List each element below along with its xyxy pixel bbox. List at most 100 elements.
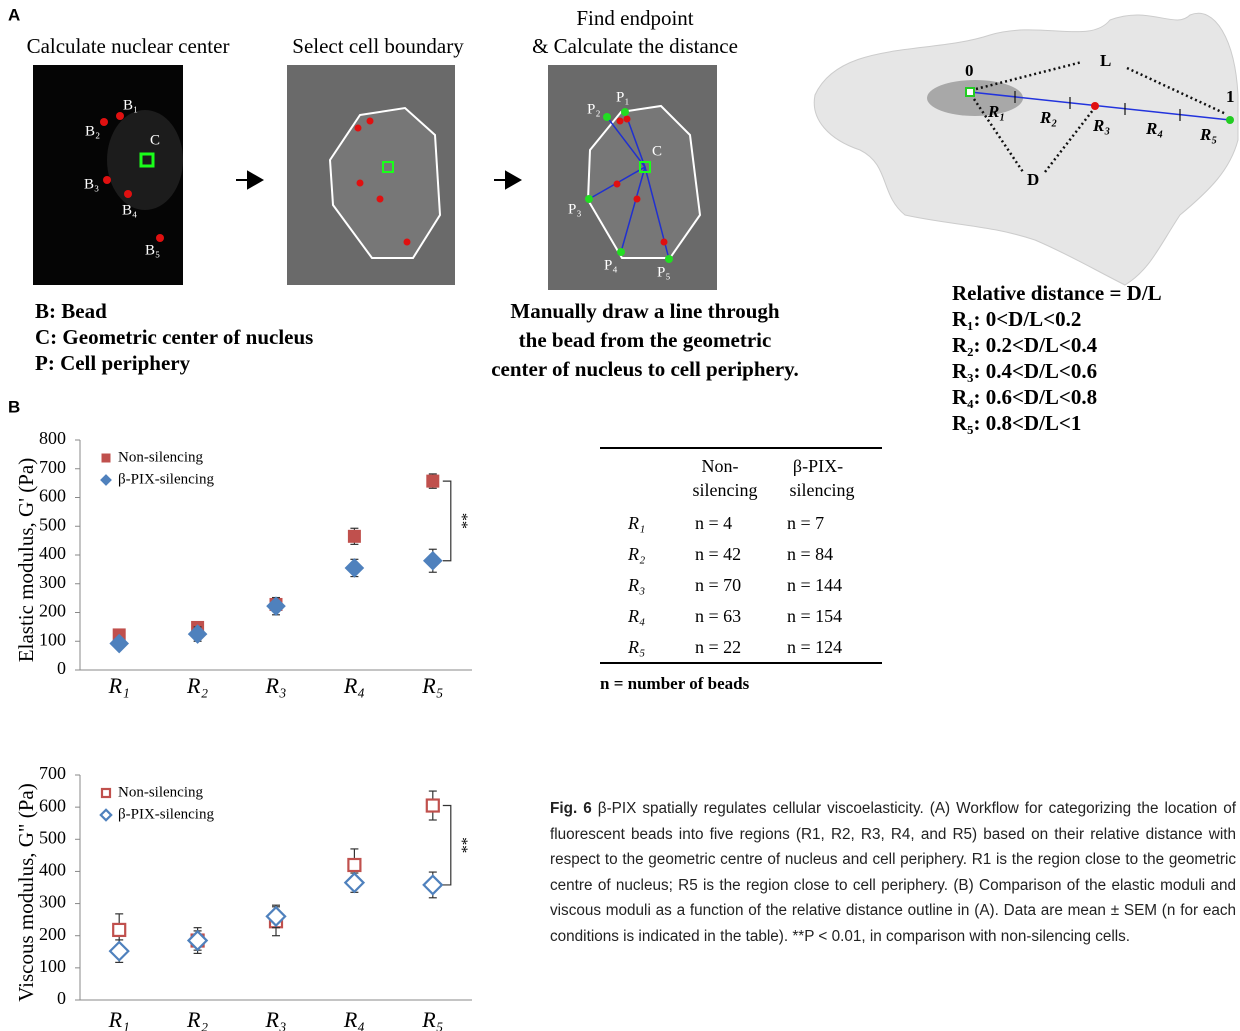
marker	[424, 552, 442, 570]
caption-text: β-PIX spatially regulates cellular visco…	[550, 800, 1236, 945]
caption-label: Fig. 6	[550, 800, 592, 817]
legend-text: B: Bead	[35, 299, 107, 323]
y-tick-label: 500	[39, 827, 66, 847]
image-boundary	[287, 65, 455, 285]
diagram-label: R₃	[1092, 116, 1110, 135]
x-tick-label: R₂	[186, 1007, 208, 1031]
significance-bracket	[443, 806, 451, 885]
y-tick-label: 0	[57, 988, 66, 1008]
panel-label: B	[8, 397, 20, 416]
y-tick-label: 500	[39, 514, 66, 534]
image-label: P₄	[604, 257, 618, 273]
y-tick-label: 100	[39, 629, 66, 649]
x-tick-label: R₄	[343, 1007, 365, 1031]
x-tick-label: R₅	[421, 1007, 443, 1031]
marker	[427, 800, 439, 812]
table-cell: n = 4	[695, 513, 732, 533]
significance-label: **	[453, 837, 470, 853]
table-cell: R₁	[627, 513, 645, 533]
definition: R₄: 0.6<D/L<0.8	[952, 385, 1097, 409]
image-nucleus	[33, 65, 183, 285]
y-tick-label: 400	[39, 860, 66, 880]
y-tick-label: 600	[39, 795, 66, 815]
instruction: Manually draw a line through	[510, 299, 779, 323]
diagram-label: D	[1027, 170, 1039, 189]
legend-marker	[102, 789, 110, 797]
table-cell: n = 22	[695, 637, 741, 657]
y-tick-label: 400	[39, 543, 66, 563]
table-cell: n = 70	[695, 575, 741, 595]
image-label: P₁	[616, 89, 630, 105]
diagram-label: R₁	[987, 102, 1005, 121]
y-tick-label: 0	[57, 658, 66, 678]
definition: R₂: 0.2<D/L<0.4	[952, 333, 1098, 357]
definition: Relative distance = D/L	[952, 281, 1162, 305]
legend-marker	[101, 810, 111, 820]
image-endpoints	[548, 65, 717, 290]
y-tick-label: 800	[39, 428, 66, 448]
cell-diagram	[814, 13, 1238, 285]
marker	[348, 859, 360, 871]
x-tick-label: R₁	[108, 1007, 130, 1031]
legend-label: Non-silencing	[118, 449, 203, 465]
y-tick-label: 300	[39, 892, 66, 912]
marker	[113, 924, 125, 936]
table-footnote: n = number of beads	[600, 674, 750, 693]
legend-marker	[101, 475, 111, 485]
significance-label: **	[453, 513, 470, 529]
y-tick-label: 700	[39, 763, 66, 783]
step-title: Select cell boundary	[292, 34, 464, 58]
table-header: silencing	[693, 480, 758, 500]
panel-label: A	[8, 5, 20, 24]
legend-label: β-PIX-silencing	[118, 806, 214, 822]
marker	[345, 559, 363, 577]
y-tick-label: 600	[39, 486, 66, 506]
definition: R₃: 0.4<D/L<0.6	[952, 359, 1097, 383]
legend-text: P: Cell periphery	[35, 351, 191, 375]
diagram-label: R₂	[1039, 108, 1057, 127]
marker	[348, 530, 360, 542]
diagram-label: 0	[965, 61, 974, 80]
table-cell: R₅	[627, 637, 645, 657]
table-cell: n = 124	[787, 637, 842, 657]
arrow	[494, 172, 520, 188]
image-label: C	[652, 143, 662, 159]
table-cell: R₂	[627, 544, 645, 564]
arrow	[236, 172, 262, 188]
diagram-label: L	[1100, 51, 1111, 70]
diagram-label: 1	[1226, 87, 1235, 106]
x-tick-label: R₃	[264, 1007, 286, 1031]
legend-marker	[102, 454, 110, 462]
definition: R₁: 0<D/L<0.2	[952, 307, 1081, 331]
y-tick-label: 200	[39, 601, 66, 621]
legend-label: β-PIX-silencing	[118, 471, 214, 487]
x-tick-label: R₄	[343, 673, 365, 698]
image-label: B₁	[123, 97, 138, 113]
y-tick-label: 200	[39, 924, 66, 944]
x-tick-label: R₃	[264, 673, 286, 698]
y-axis-title: Elastic modulus, G' (Pa)	[14, 458, 38, 662]
legend-label: Non-silencing	[118, 784, 203, 800]
image-label: B₄	[122, 202, 137, 218]
table-header: silencing	[790, 480, 855, 500]
table-cell: R₃	[627, 575, 645, 595]
y-axis-title: Viscous modulus, G" (Pa)	[14, 783, 38, 1001]
y-tick-label: 100	[39, 956, 66, 976]
image-label: B₅	[145, 242, 160, 258]
significance-bracket	[443, 481, 451, 561]
table-header: β-PIX-	[793, 456, 843, 476]
marker	[345, 874, 363, 892]
table-cell: R₄	[627, 606, 645, 626]
x-tick-label: R₂	[186, 673, 208, 698]
definition: R₅: 0.8<D/L<1	[952, 411, 1081, 435]
step-title: & Calculate the distance	[532, 34, 738, 58]
table-cell: n = 154	[787, 606, 842, 626]
table-cell: n = 84	[787, 544, 833, 564]
table-cell: n = 63	[695, 606, 741, 626]
image-label: P₅	[657, 264, 671, 280]
caption: Fig. 6 β-PIX spatially regulates cellula…	[550, 796, 1236, 949]
marker	[424, 876, 442, 894]
diagram-label: R₄	[1145, 119, 1163, 138]
image-label: P₂	[587, 101, 601, 117]
